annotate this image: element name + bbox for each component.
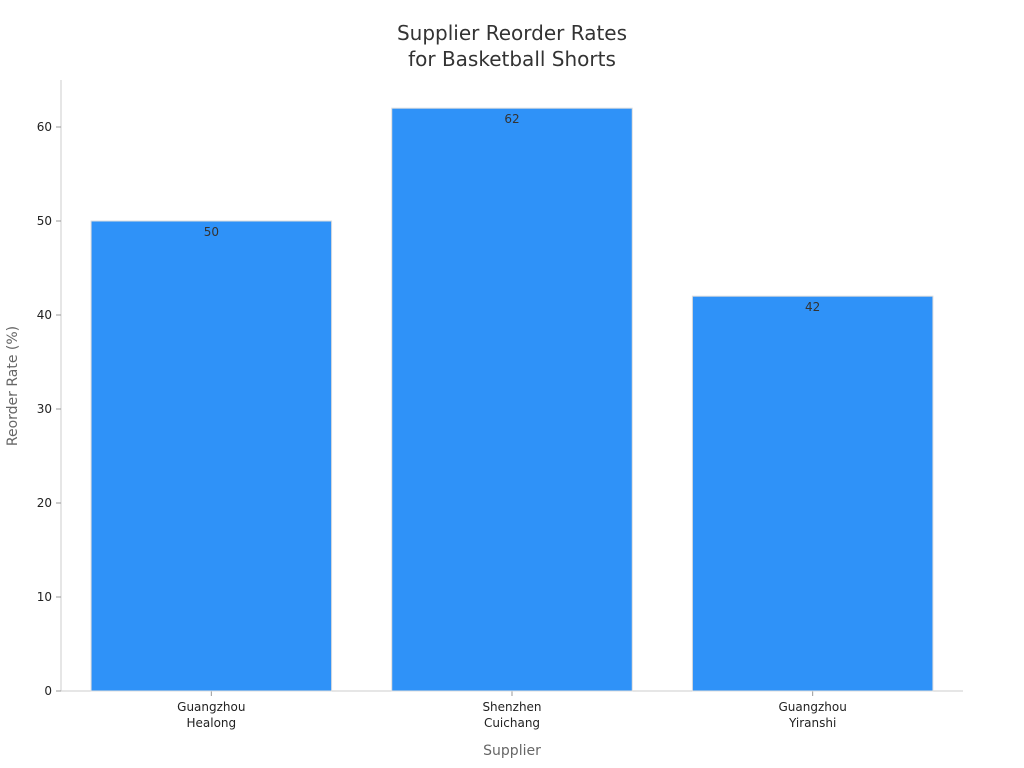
x-category-label: Yiranshi (788, 716, 836, 730)
bar-value-label: 42 (805, 300, 820, 314)
bar (90, 220, 333, 692)
chart-title-line-1: Supplier Reorder Rates (397, 21, 627, 45)
y-tick-label: 40 (37, 308, 52, 322)
bar-value-label: 62 (504, 112, 519, 126)
y-tick-label: 50 (37, 214, 52, 228)
y-tick-label: 30 (37, 402, 52, 416)
x-category-label: Cuichang (484, 716, 540, 730)
y-tick-label: 60 (37, 120, 52, 134)
y-axis: 0 10 20 30 40 50 60 (37, 80, 62, 698)
x-axis: Guangzhou Healong Shenzhen Cuichang Guangzho… (61, 690, 963, 730)
y-axis-title: Reorder Rate (%) (5, 326, 21, 446)
y-tick-label: 0 (44, 684, 52, 698)
x-category-label: Guangzhou (778, 700, 846, 714)
y-tick-label: 10 (37, 590, 52, 604)
chart-title-line-2: for Basketball Shorts (408, 47, 616, 71)
x-category-label: Shenzhen (482, 700, 541, 714)
x-category-label: Guangzhou (177, 700, 245, 714)
x-category-label: Healong (186, 716, 236, 730)
bar-value-label: 50 (204, 225, 219, 239)
bar (691, 295, 934, 692)
bar (391, 107, 633, 692)
x-axis-title: Supplier (483, 743, 541, 759)
bars: 50 62 42 (90, 107, 934, 692)
y-tick-label: 20 (37, 496, 52, 510)
